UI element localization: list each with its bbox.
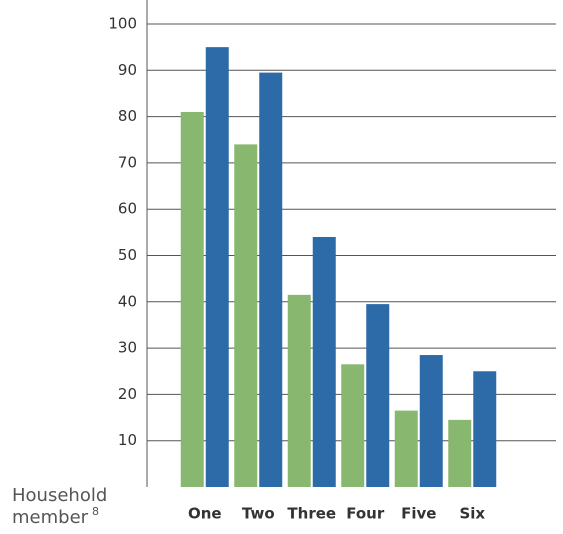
y-tick-label: 80 <box>118 107 137 125</box>
x-tick-label: Six <box>459 505 485 523</box>
bar <box>287 294 311 487</box>
x-tick-label: Five <box>401 505 436 523</box>
y-tick-label: 60 <box>118 200 137 218</box>
y-tick-label: 100 <box>108 15 137 33</box>
x-tick-label: Three <box>287 505 336 523</box>
x-axis-label: Household <box>12 485 107 506</box>
bar <box>205 47 229 488</box>
bar <box>419 355 443 487</box>
y-tick-label: 20 <box>118 385 137 403</box>
bar <box>312 236 336 487</box>
bar <box>259 72 283 488</box>
y-tick-label: 30 <box>118 339 137 357</box>
x-axis-label-superscript: 8 <box>92 505 99 518</box>
y-tick-label: 40 <box>118 292 137 310</box>
y-tick-label: 90 <box>118 61 137 79</box>
x-axis-label-line2: member <box>12 507 89 528</box>
bar <box>234 144 258 487</box>
y-tick-label: 10 <box>118 431 137 449</box>
x-tick-label: Two <box>242 505 275 523</box>
y-tick-label: 70 <box>118 153 137 171</box>
bar <box>180 111 204 487</box>
bar <box>341 364 365 487</box>
x-tick-label: One <box>188 505 222 523</box>
bar <box>473 371 497 487</box>
x-tick-label: Four <box>346 505 385 523</box>
bar <box>394 410 418 487</box>
bar <box>366 304 390 487</box>
bar <box>448 419 472 487</box>
y-tick-label: 50 <box>118 246 137 264</box>
